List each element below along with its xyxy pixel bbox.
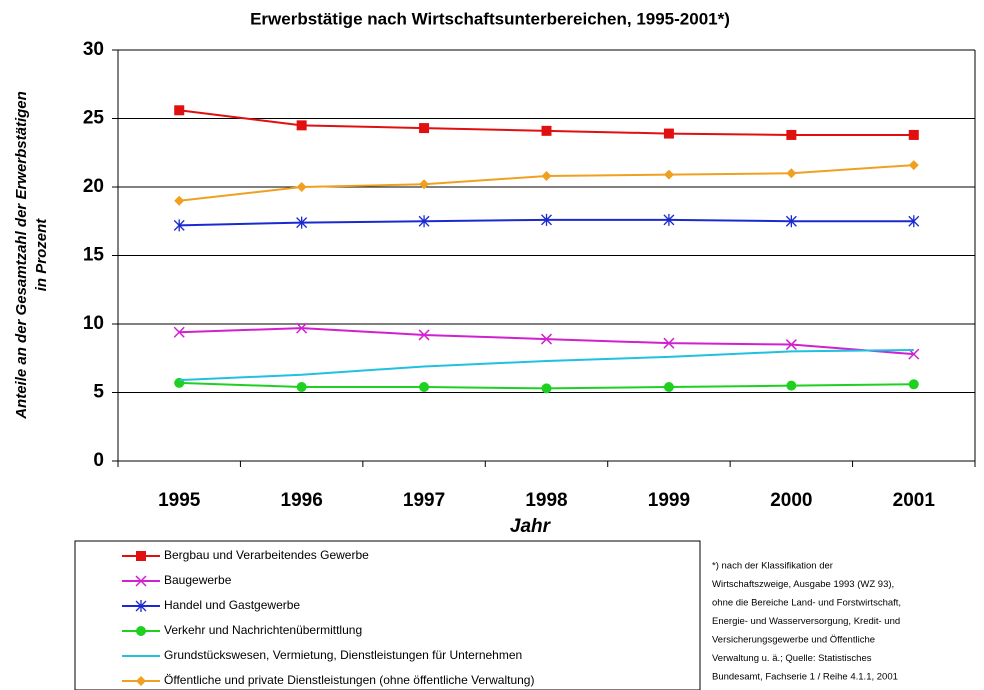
marker xyxy=(419,179,430,190)
marker xyxy=(663,337,675,349)
footnote-line: Energie- und Wasserversorgung, Kredit- u… xyxy=(712,616,900,627)
x-tick-label: 1999 xyxy=(648,490,690,511)
marker xyxy=(540,333,553,345)
series-line xyxy=(179,164,914,202)
y-tick-label: 30 xyxy=(83,39,104,60)
marker xyxy=(173,219,185,232)
footnote-line: Wirtschaftszweige, Ausgabe 1993 (WZ 93), xyxy=(712,579,894,590)
y-axis-title-line: in Prozent xyxy=(33,218,50,292)
legend-label: Verkehr und Nachrichtenübermittlung xyxy=(164,623,362,637)
legend-box xyxy=(74,540,701,690)
marker xyxy=(418,215,430,228)
x-tick-label: 1997 xyxy=(403,490,445,511)
legend-label: Grundstückswesen, Vermietung, Dienstleis… xyxy=(164,648,522,662)
marker xyxy=(541,213,552,226)
footnote-line: Versicherungsgewerbe und Öffentliche xyxy=(712,635,875,646)
marker xyxy=(663,213,675,226)
marker xyxy=(419,382,430,393)
marker xyxy=(785,339,797,351)
footnote-line: Verwaltung u. ä.; Quelle: Statistisches xyxy=(712,653,872,664)
marker xyxy=(786,380,797,391)
marker xyxy=(136,676,146,686)
legend-label: Bergbau und Verarbeitendes Gewerbe xyxy=(164,548,369,562)
marker xyxy=(174,105,185,116)
y-tick-label: 0 xyxy=(93,450,104,471)
y-axis-title-line: Anteile an der Gesamtzahl der Erwerbstät… xyxy=(13,91,30,420)
marker xyxy=(296,120,307,131)
footnote-line: *) nach der Klassifikation der xyxy=(712,561,833,572)
footnote-line: ohne die Bereiche Land- und Forstwirtsch… xyxy=(712,598,901,609)
marker xyxy=(296,182,307,192)
marker xyxy=(908,379,919,390)
marker xyxy=(908,129,919,140)
marker xyxy=(418,329,430,341)
x-tick-label: 2000 xyxy=(770,490,812,511)
marker xyxy=(296,322,308,334)
y-tick-label: 10 xyxy=(83,313,104,334)
x-tick-label: 1995 xyxy=(158,490,201,511)
marker xyxy=(296,216,308,229)
y-axis-title: Anteile an der Gesamtzahl der Erwerbstät… xyxy=(13,91,50,420)
y-tick-label: 15 xyxy=(83,245,105,266)
marker xyxy=(174,195,185,206)
marker xyxy=(135,575,147,587)
marker xyxy=(908,160,919,171)
x-tick-label: 1998 xyxy=(525,490,567,511)
legend-label: Öffentliche und private Dienstleistungen… xyxy=(164,673,534,687)
x-tick-label: 1996 xyxy=(281,490,323,511)
marker xyxy=(786,129,797,140)
footnote-line: Bundesamt, Fachserie 1 / Reihe 4.1.1, 20… xyxy=(712,672,898,683)
y-tick-label: 5 xyxy=(93,382,104,403)
series-line xyxy=(179,349,914,382)
marker xyxy=(541,125,552,136)
legend-label: Baugewerbe xyxy=(164,573,232,587)
series-line xyxy=(179,327,914,356)
marker xyxy=(663,128,674,139)
marker xyxy=(663,169,674,180)
marker xyxy=(173,326,185,338)
marker xyxy=(541,383,552,394)
marker xyxy=(786,168,797,179)
marker xyxy=(135,600,147,612)
marker xyxy=(136,626,146,636)
marker xyxy=(419,123,430,134)
marker xyxy=(136,551,146,561)
marker xyxy=(296,382,307,393)
legend-label: Handel und Gastgewerbe xyxy=(164,598,300,612)
x-axis-title: Jahr xyxy=(510,516,552,537)
marker xyxy=(541,171,552,182)
x-tick-label: 2001 xyxy=(893,490,936,511)
marker xyxy=(908,215,920,228)
y-tick-label: 20 xyxy=(83,176,104,197)
chart-title: Erwerbstätige nach Wirtschaftsunterberei… xyxy=(250,9,730,28)
marker xyxy=(785,215,797,228)
marker xyxy=(663,382,674,393)
y-tick-label: 25 xyxy=(83,108,105,129)
